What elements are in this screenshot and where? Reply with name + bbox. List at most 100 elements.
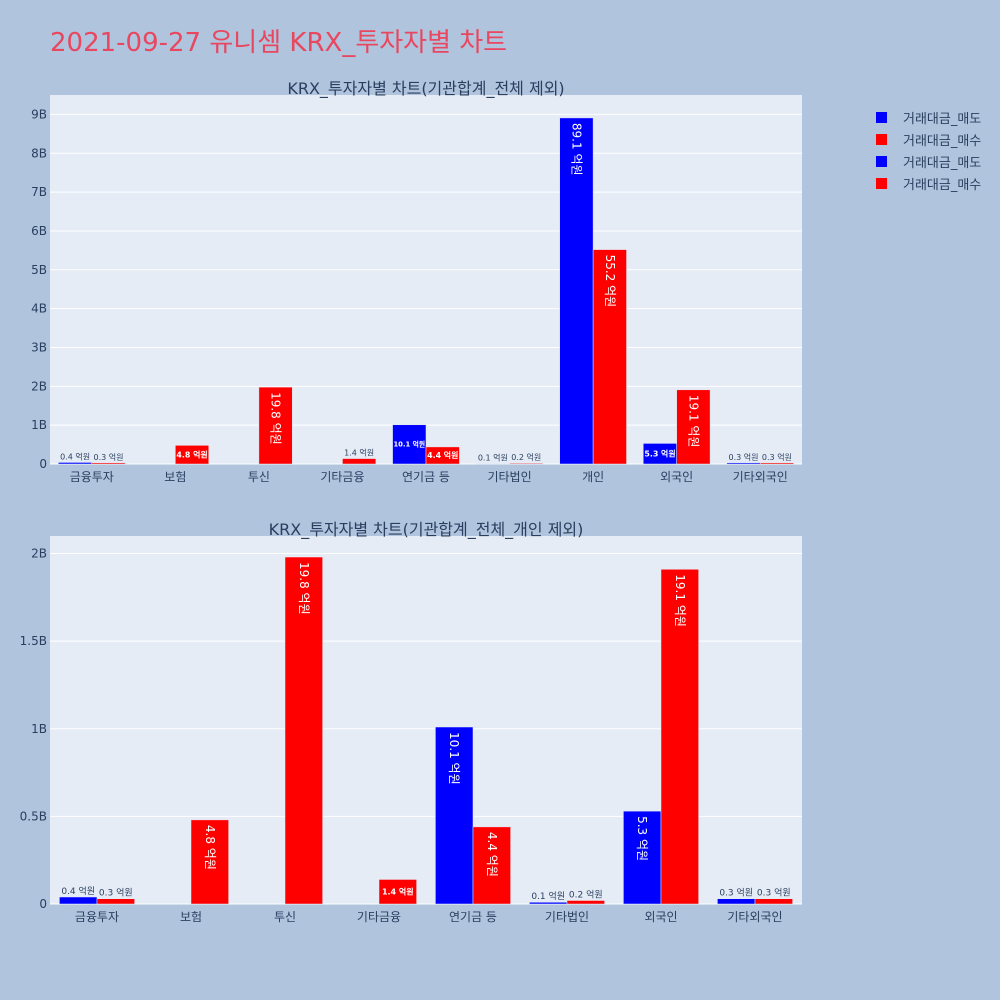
bar <box>509 462 544 465</box>
bar <box>58 462 93 465</box>
legend-item[interactable]: 거래대금_매도 <box>876 150 981 172</box>
data-label: 4.4 억원 <box>485 832 499 877</box>
data-label: 0.1 억원 <box>531 890 565 902</box>
x-tick-label: 연기금 등 <box>402 470 450 484</box>
x-tick-label: 개인 <box>582 470 604 484</box>
bar <box>566 900 605 905</box>
data-label: 10.1 억원 <box>447 732 461 785</box>
y-tick-label: 6B <box>31 224 47 238</box>
legend-label: 거래대금_매도 <box>903 111 982 127</box>
bar <box>660 569 699 905</box>
legend-item[interactable]: 거래대금_매수 <box>876 128 981 150</box>
bar <box>258 386 293 465</box>
x-tick-label: 금융투자 <box>70 470 114 484</box>
data-label: 0.3 억원 <box>729 452 759 462</box>
x-tick-label: 외국인 <box>660 470 693 484</box>
data-label: 0.3 억원 <box>93 452 123 462</box>
y-tick-label: 2B <box>31 379 47 393</box>
x-tick-label: 기타외국인 <box>733 470 788 484</box>
legend-item[interactable]: 거래대금_매도 <box>876 106 981 128</box>
x-tick-label: 기타법인 <box>487 470 531 484</box>
bar <box>754 898 793 905</box>
y-tick-label: 1B <box>31 722 47 736</box>
y-tick-label: 1.5B <box>20 634 47 648</box>
x-tick-label: 보험 <box>164 470 186 484</box>
y-tick-label: 4B <box>31 302 47 316</box>
x-tick-label: 기타금융 <box>320 470 364 484</box>
chart-title: KRX_투자자별 차트(기관합계_전체_개인 제외) <box>269 520 584 540</box>
legend-label: 거래대금_매도 <box>903 155 982 171</box>
bar <box>190 819 229 905</box>
x-tick-label: 기타금융 <box>357 910 401 924</box>
legend-swatch <box>876 155 887 167</box>
data-label: 0.3 억원 <box>99 887 133 899</box>
data-label: 0.4 억원 <box>60 451 90 461</box>
data-label: 5.3 억원 <box>644 448 675 458</box>
bar <box>59 896 98 905</box>
data-label: 4.4 억원 <box>427 450 458 460</box>
y-tick-label: 3B <box>31 340 47 354</box>
data-label: 0.3 억원 <box>757 887 791 899</box>
data-label: 55.2 억원 <box>603 255 617 308</box>
y-tick-label: 0.5B <box>20 809 47 823</box>
bar <box>96 898 135 905</box>
data-label: 89.1 억원 <box>569 123 583 176</box>
data-label: 19.8 억원 <box>269 392 283 445</box>
legend-label: 거래대금_매수 <box>903 133 982 149</box>
data-label: 4.8 억원 <box>203 825 217 870</box>
bar <box>342 458 377 465</box>
bar <box>378 879 417 905</box>
bar <box>175 445 210 465</box>
data-label: 0.3 억원 <box>719 887 753 899</box>
data-label: 4.8 억원 <box>176 449 207 459</box>
x-tick-label: 투신 <box>274 910 296 924</box>
bar <box>559 117 594 465</box>
y-tick-label: 5B <box>31 263 47 277</box>
bar <box>91 462 126 465</box>
y-tick-label: 9B <box>31 107 47 121</box>
bar <box>472 826 511 905</box>
data-label: 0.4 억원 <box>61 885 95 897</box>
y-tick-label: 8B <box>31 146 47 160</box>
legend-label: 거래대금_매수 <box>903 177 982 193</box>
bar <box>592 249 627 465</box>
x-tick-label: 연기금 등 <box>449 910 497 924</box>
data-label: 0.2 억원 <box>511 452 541 462</box>
data-label: 19.1 억원 <box>686 395 700 448</box>
x-tick-label: 금융투자 <box>75 910 119 924</box>
y-tick-label: 1B <box>31 418 47 432</box>
data-label: 0.3 억원 <box>762 452 792 462</box>
chart-title: KRX_투자자별 차트(기관합계_전체 제외) <box>287 79 564 99</box>
bar <box>717 898 756 905</box>
x-tick-label: 투신 <box>248 470 270 484</box>
data-label: 1.4 억원 <box>344 448 374 458</box>
x-tick-label: 기타외국인 <box>727 910 782 924</box>
legend: 거래대금_매도 거래대금_매수 거래대금_매도 거래대금_매수 <box>876 106 981 194</box>
bar <box>392 424 427 465</box>
data-label: 19.1 억원 <box>673 574 687 627</box>
legend-swatch <box>876 111 887 123</box>
y-tick-label: 7B <box>31 185 47 199</box>
bar <box>676 389 711 465</box>
x-tick-label: 보험 <box>180 910 202 924</box>
x-tick-label: 기타법인 <box>545 910 589 924</box>
x-tick-label: 외국인 <box>644 910 677 924</box>
legend-swatch <box>876 177 887 189</box>
chart-top: 0 1B 2B 3B 4B 5B 6B 7B 8B 9B KRX_투자자별 차트(기관합계_전체 제… <box>31 79 802 484</box>
bar <box>759 462 794 465</box>
data-label: 0.1 억원 <box>478 453 508 463</box>
legend-item[interactable]: 거래대금_매수 <box>876 172 981 194</box>
y-tick-label: 0 <box>39 457 47 471</box>
data-label: 10.1 억원 <box>393 440 425 449</box>
y-tick-label: 0 <box>39 897 47 911</box>
y-tick-label: 2B <box>31 547 47 561</box>
bar <box>425 446 460 465</box>
data-label: 5.3 억원 <box>635 816 649 861</box>
bar <box>284 556 323 905</box>
page-title: 2021-09-27 유니셈 KRX_투자자별 차트 <box>50 28 508 58</box>
data-label: 0.2 억원 <box>569 888 603 900</box>
bar <box>529 901 568 905</box>
data-label: 19.8 억원 <box>297 562 311 615</box>
bar <box>726 462 761 465</box>
chart-bottom: 0 0.5B 1B 1.5B 2B KRX_투자자별 차트(기관합계_전체_개인 제외) 0… <box>20 520 802 924</box>
